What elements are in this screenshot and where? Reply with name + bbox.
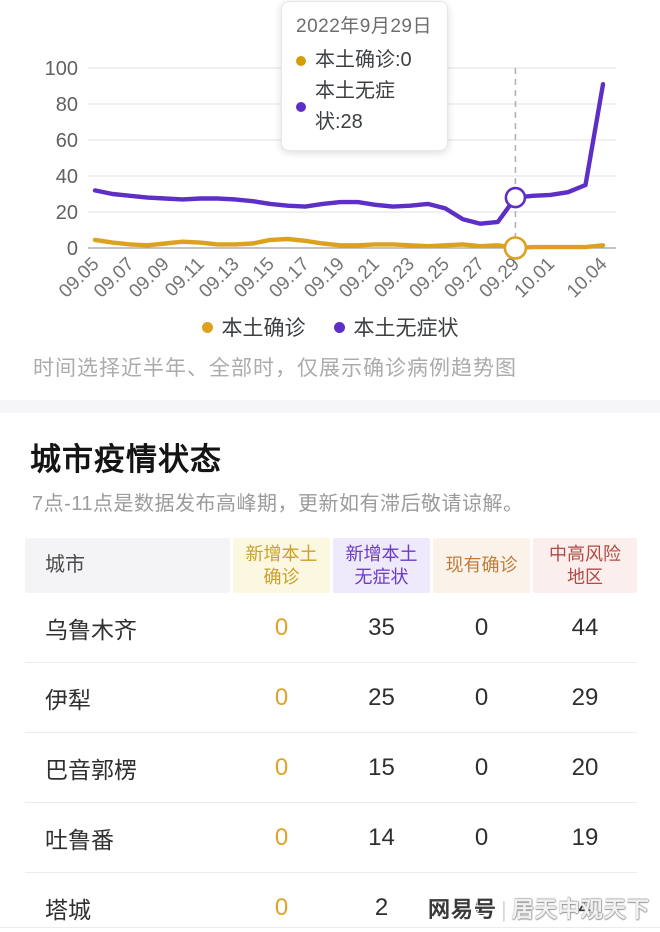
column-header: 新增本土 确诊 bbox=[233, 538, 330, 593]
svg-text:60: 60 bbox=[56, 130, 78, 152]
svg-text:09.25: 09.25 bbox=[405, 254, 453, 302]
svg-text:10.01: 10.01 bbox=[511, 254, 559, 302]
city-table: 城市 新增本土 确诊 新增本土 无症状 现有确诊 中高风险 地区 乌鲁木齐 0 35 0 44 伊… bbox=[25, 538, 637, 932]
city-name: 吐鲁番 bbox=[45, 826, 114, 853]
svg-text:10.04: 10.04 bbox=[563, 253, 612, 302]
svg-text:09.17: 09.17 bbox=[265, 254, 313, 302]
cell-value: 0 bbox=[474, 894, 489, 921]
chart-tooltip: 2022年9月29日 本土确诊:0 本土无症状:28 bbox=[281, 1, 448, 151]
table-row: 巴音郭楞 0 15 0 20 bbox=[25, 733, 637, 803]
svg-text:09.23: 09.23 bbox=[370, 254, 418, 302]
svg-text:09.07: 09.07 bbox=[90, 254, 138, 302]
series-dot-icon bbox=[296, 55, 306, 66]
svg-text:0: 0 bbox=[67, 238, 78, 260]
cell-value: 0 bbox=[274, 613, 289, 641]
city-name: 塔城 bbox=[45, 897, 91, 923]
svg-text:09.21: 09.21 bbox=[335, 254, 383, 302]
column-header: 现有确诊 bbox=[433, 538, 530, 593]
chart-legend: 本土确诊 本土无症状 bbox=[0, 312, 660, 342]
series-dot-icon bbox=[296, 102, 306, 112]
table-row: 塔城 0 2 0 4 bbox=[25, 873, 637, 932]
tooltip-date: 2022年9月29日 bbox=[296, 16, 432, 37]
cell-value: 15 bbox=[368, 753, 395, 781]
legend-item-本土确诊[interactable]: 本土确诊 bbox=[201, 312, 306, 342]
svg-text:80: 80 bbox=[56, 94, 78, 116]
svg-text:09.15: 09.15 bbox=[230, 254, 278, 302]
city-name: 伊犁 bbox=[45, 686, 91, 713]
cell-value: 0 bbox=[274, 753, 289, 781]
city-table-body: 乌鲁木齐 0 35 0 44 伊犁 0 25 0 29 巴音郭楞 0 15 0 20 吐鲁番 0 14 0 19 塔城 0… bbox=[25, 593, 637, 932]
cell-value: 0 bbox=[474, 683, 489, 711]
cell-value: 25 bbox=[368, 683, 395, 711]
watermark: 网易号 | 居天中观天下 bbox=[428, 892, 650, 924]
svg-text:20: 20 bbox=[56, 202, 78, 224]
watermark-separator: | bbox=[501, 897, 508, 922]
tooltip-item: 本土无症状:28 bbox=[296, 76, 433, 138]
section-title: 城市疫情状态 bbox=[30, 442, 222, 477]
column-header: 新增本土 无症状 bbox=[333, 538, 430, 593]
tooltip-item: 本土确诊:0 bbox=[296, 45, 433, 76]
tooltip-items: 本土确诊:0 本土无症状:28 bbox=[296, 45, 433, 138]
bottom-divider bbox=[0, 927, 660, 928]
section-subtitle: 7点-11点是数据发布高峰期，更新如有滞后敬请谅解。 bbox=[32, 493, 524, 515]
column-header: 中高风险 地区 bbox=[533, 538, 637, 593]
chart-note: 时间选择近半年、全部时，仅展示确诊病例趋势图 bbox=[33, 357, 517, 380]
table-row: 伊犁 0 25 0 29 bbox=[25, 663, 637, 733]
svg-text:09.27: 09.27 bbox=[440, 254, 488, 302]
cell-value: 0 bbox=[474, 753, 489, 781]
column-header: 城市 bbox=[25, 538, 230, 593]
cell-value: 4 bbox=[578, 894, 592, 921]
tooltip-item-label: 本土无症状:28 bbox=[315, 80, 395, 133]
section-divider bbox=[0, 400, 660, 413]
svg-text:09.09: 09.09 bbox=[125, 254, 173, 302]
city-name: 乌鲁木齐 bbox=[45, 616, 137, 643]
legend-item-本土无症状[interactable]: 本土无症状 bbox=[333, 312, 459, 342]
table-row: 吐鲁番 0 14 0 19 bbox=[25, 803, 637, 873]
cell-value: 35 bbox=[368, 613, 395, 641]
cell-value: 29 bbox=[571, 683, 599, 711]
legend-label: 本土确诊 bbox=[221, 317, 306, 340]
cell-value: 14 bbox=[368, 823, 395, 851]
tooltip-item-label: 本土确诊:0 bbox=[315, 49, 412, 71]
watermark-author: 居天中观天下 bbox=[511, 897, 650, 922]
svg-text:09.05: 09.05 bbox=[55, 254, 103, 302]
watermark-brand: 网易号 bbox=[428, 897, 498, 922]
trend-chart-section: 0 20 40 60 80 100 09.05 09.07 09.09 09.11 09.13 09.… bbox=[0, 0, 660, 398]
legend-label: 本土无症状 bbox=[353, 317, 459, 340]
svg-text:100: 100 bbox=[45, 58, 78, 80]
city-name: 巴音郭楞 bbox=[45, 756, 137, 783]
city-table-header: 城市 新增本土 确诊 新增本土 无症状 现有确诊 中高风险 地区 bbox=[25, 538, 637, 593]
cell-value: 0 bbox=[474, 823, 489, 851]
svg-text:09.19: 09.19 bbox=[300, 254, 348, 302]
svg-text:09.29: 09.29 bbox=[475, 254, 523, 302]
cell-value: 44 bbox=[571, 613, 599, 641]
cell-value: 0 bbox=[274, 823, 289, 851]
table-row: 乌鲁木齐 0 35 0 44 bbox=[25, 593, 637, 663]
cell-value: 0 bbox=[474, 613, 489, 641]
legend-dot-icon bbox=[333, 321, 345, 333]
cell-value: 19 bbox=[571, 823, 599, 851]
cell-value: 2 bbox=[374, 894, 389, 921]
cell-value: 20 bbox=[571, 753, 599, 781]
cell-value: 0 bbox=[274, 683, 289, 711]
legend-dot-icon bbox=[201, 321, 213, 333]
svg-text:40: 40 bbox=[56, 166, 78, 188]
cell-value: 0 bbox=[274, 894, 289, 921]
svg-text:09.13: 09.13 bbox=[195, 254, 243, 302]
